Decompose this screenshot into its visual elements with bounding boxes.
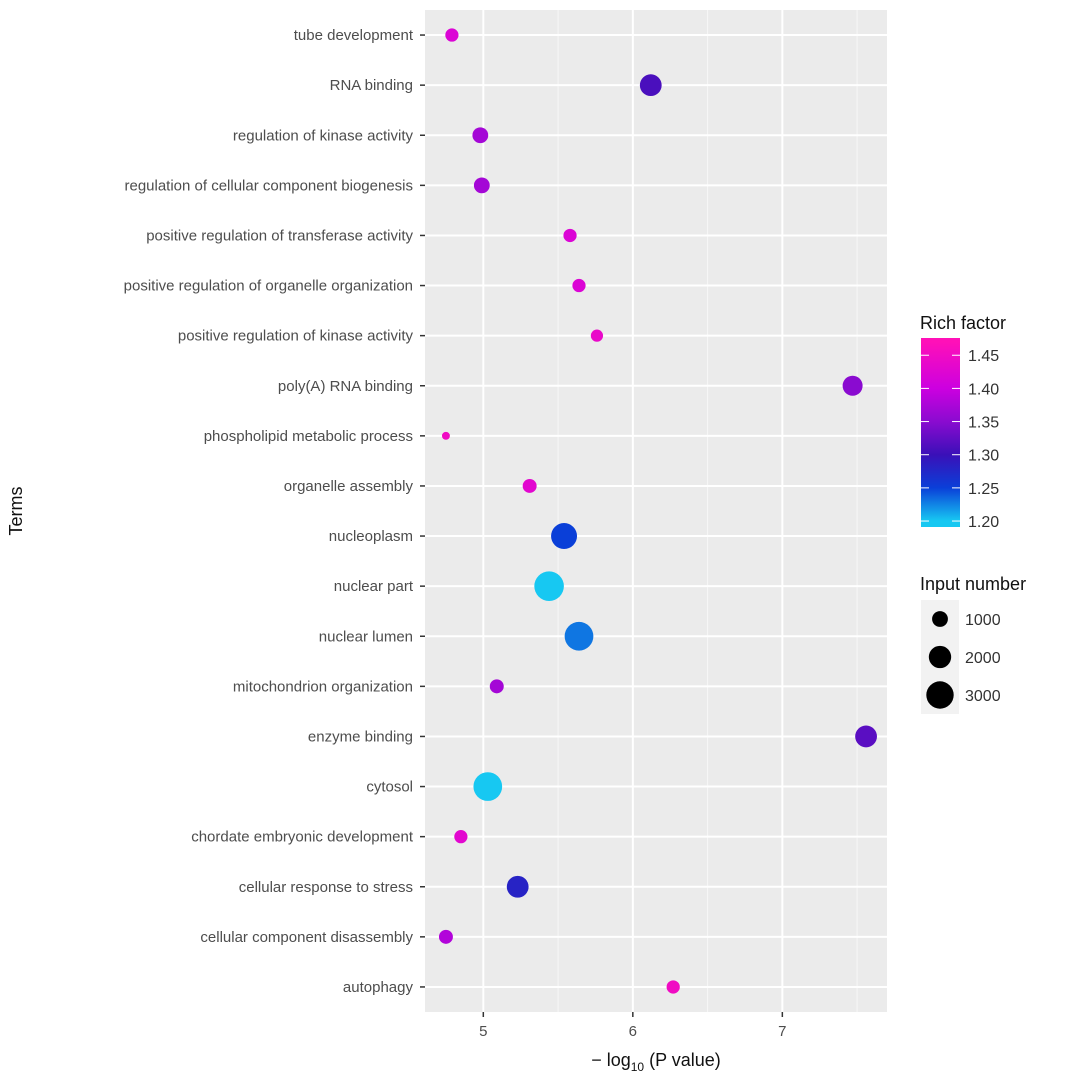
y-tick-label: poly(A) RNA binding xyxy=(278,378,413,395)
data-point xyxy=(473,177,490,194)
y-tick-label: cytosol xyxy=(366,779,413,796)
colorbar-tick-label: 1.35 xyxy=(968,415,999,432)
y-tick-label: mitochondrion organization xyxy=(233,678,413,695)
y-tick-label: nuclear part xyxy=(334,578,414,595)
y-tick-label: positive regulation of transferase activ… xyxy=(146,227,413,244)
x-tick-label: 6 xyxy=(629,1023,637,1040)
size-legend-title: Input number xyxy=(920,574,1026,594)
color-legend-title: Rich factor xyxy=(920,313,1006,333)
y-tick-label: tube development xyxy=(294,27,414,44)
data-point xyxy=(534,571,564,601)
colorbar-tick-label: 1.25 xyxy=(968,481,999,498)
y-tick-label: positive regulation of organelle organiz… xyxy=(124,278,413,295)
y-tick-label: organelle assembly xyxy=(284,478,414,495)
x-tick-label: 7 xyxy=(778,1023,786,1040)
data-point xyxy=(441,431,450,440)
data-point xyxy=(472,127,489,144)
size-legend-label: 1000 xyxy=(965,612,1001,629)
size-legend-circle xyxy=(932,611,948,627)
plot-panel xyxy=(425,10,887,1012)
y-tick-label: regulation of cellular component biogene… xyxy=(124,177,413,194)
data-point xyxy=(522,478,537,493)
data-point xyxy=(563,228,577,243)
y-tick-label: nuclear lumen xyxy=(319,628,413,645)
colorbar-tick-label: 1.40 xyxy=(968,381,999,398)
data-point xyxy=(639,74,662,97)
size-legend-label: 2000 xyxy=(965,650,1001,667)
data-point xyxy=(572,278,586,293)
data-point xyxy=(842,375,863,396)
y-tick-label: positive regulation of kinase activity xyxy=(178,328,414,345)
size-legend: Input number 1000 2000 3000 xyxy=(920,574,1026,714)
y-tick-label: autophagy xyxy=(343,979,414,996)
y-axis-title: Terms xyxy=(6,487,26,536)
data-point xyxy=(445,28,459,42)
data-point xyxy=(855,725,877,748)
y-tick-label: enzyme binding xyxy=(308,728,413,745)
x-tick-label: 5 xyxy=(479,1023,487,1040)
data-point xyxy=(454,830,468,844)
y-tick-label: nucleoplasm xyxy=(329,528,413,545)
y-tick-label: cellular component disassembly xyxy=(200,929,413,946)
colorbar-tick-label: 1.20 xyxy=(968,514,999,531)
y-tick-label: RNA binding xyxy=(330,77,413,94)
data-point xyxy=(564,621,594,651)
data-point xyxy=(506,875,529,898)
data-point xyxy=(438,929,453,944)
y-tick-label: regulation of kinase activity xyxy=(233,127,414,144)
y-tick-label: phospholipid metabolic process xyxy=(204,428,413,445)
color-legend: Rich factor 1.45 1.40 1.35 1.30 1.25 1.20 xyxy=(920,313,1006,531)
data-point xyxy=(551,523,578,550)
colorbar xyxy=(921,338,960,527)
data-point xyxy=(666,980,680,994)
data-point xyxy=(590,329,604,342)
data-point xyxy=(473,772,503,801)
data-point xyxy=(489,679,504,694)
colorbar-tick-label: 1.30 xyxy=(968,448,999,465)
y-tick-label: cellular response to stress xyxy=(239,879,413,896)
size-legend-circle xyxy=(926,681,954,709)
x-axis-title: − log10 (P value) xyxy=(591,1050,721,1074)
y-tick-label: chordate embryonic development xyxy=(191,829,414,846)
colorbar-tick-label: 1.45 xyxy=(968,348,999,365)
size-legend-label: 3000 xyxy=(965,688,1001,705)
size-legend-circle xyxy=(928,645,952,669)
